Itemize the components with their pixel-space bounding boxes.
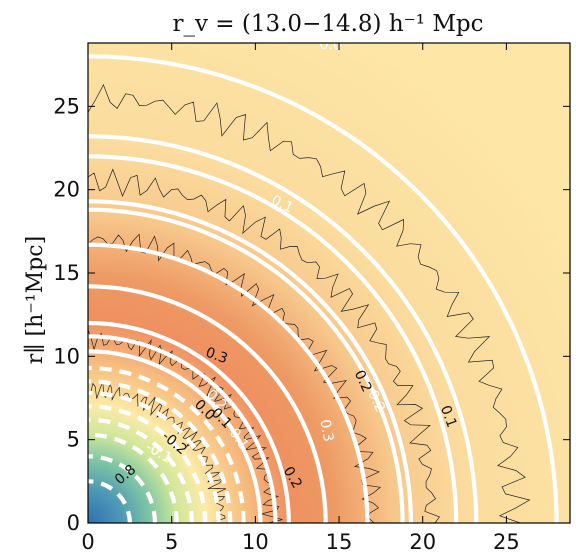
chart-title: r_v = (13.0−14.8) h⁻¹ Mpc xyxy=(173,11,484,37)
y-tick-label: 10 xyxy=(53,344,80,368)
model-contour-solid xyxy=(88,134,479,523)
model-contour-solid xyxy=(88,199,414,523)
contour-level-label: 0.3 xyxy=(316,418,336,443)
model-contour-dashed xyxy=(88,365,246,523)
y-tick-label: 15 xyxy=(53,261,80,285)
y-tick-label: 20 xyxy=(53,178,80,202)
model-contour-dashed xyxy=(88,454,158,523)
model-contour-dashed xyxy=(88,379,233,523)
plot-area: 0.00.10.30.20.20.30.10.20.20.10.10.0-0.1… xyxy=(87,38,571,524)
model-contour-solid xyxy=(88,284,328,523)
model-contour-solid xyxy=(88,54,559,523)
x-tick-label: 25 xyxy=(493,530,520,552)
y-tick-label: 5 xyxy=(67,428,80,452)
model-contour-solid xyxy=(88,334,278,523)
data-contour-line xyxy=(88,329,283,523)
x-axis: 0 5 10 15 20 25 xyxy=(81,43,520,552)
model-contour-dashed xyxy=(88,479,132,523)
model-contour-dashed xyxy=(88,390,221,523)
contour-level-label: 0.0 xyxy=(320,38,342,54)
plot-frame xyxy=(87,42,571,524)
x-tick-label: 20 xyxy=(409,530,436,552)
model-contour-solid xyxy=(88,154,459,523)
model-contour-solid xyxy=(88,207,405,523)
data-contour-line xyxy=(88,168,441,523)
y-tick-label: 25 xyxy=(53,94,80,118)
y-axis-label: r∥ [h⁻¹Mpc] xyxy=(23,236,48,364)
x-tick-label: 10 xyxy=(242,530,269,552)
x-tick-label: 5 xyxy=(165,530,178,552)
y-axis: 0 5 10 15 20 25 xyxy=(53,94,570,535)
contour-level-label: 0.1 xyxy=(437,403,460,429)
contour-level-label: 0.3 xyxy=(203,345,229,368)
model-contour-dashed xyxy=(88,404,208,523)
model-contour-dashed xyxy=(88,432,179,523)
model-contour-dashed xyxy=(88,417,194,523)
x-tick-label: 0 xyxy=(81,530,94,552)
y-tick-label: 0 xyxy=(67,511,80,535)
model-contours xyxy=(88,54,559,523)
model-contour-solid xyxy=(88,349,263,523)
x-tick-label: 15 xyxy=(326,530,353,552)
model-contour-solid xyxy=(88,242,370,523)
data-contour-line xyxy=(88,83,531,523)
model-contour-solid xyxy=(88,320,291,523)
